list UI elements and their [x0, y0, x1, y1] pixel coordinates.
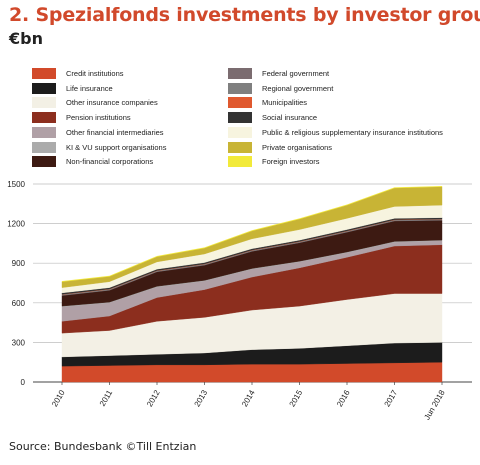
legend-label: Life insurance — [66, 83, 113, 93]
legend-swatch — [32, 141, 56, 153]
legend-label: Regional government — [262, 83, 334, 93]
y-axis-ticks: 0 300 600 900 1200 1500 — [7, 180, 25, 387]
legend-label: Federal government — [262, 69, 330, 78]
legend-label: Municipalities — [262, 98, 308, 108]
chart-title: 2. Spezialfonds investments by investor … — [9, 4, 480, 26]
y-tick-label: 600 — [12, 299, 26, 308]
x-tick-label: 2013 — [193, 388, 210, 408]
x-tick-label: 2015 — [288, 388, 305, 408]
x-tick-label: Jun 2018 — [422, 388, 447, 421]
legend-swatch — [32, 68, 56, 79]
x-tick-label: 2014 — [240, 388, 257, 408]
legend-swatch — [228, 97, 252, 109]
legend-swatch — [32, 112, 56, 124]
y-tick-label: 900 — [12, 259, 26, 268]
legend: Credit institutions Life insurance Other i… — [0, 0, 480, 175]
legend-swatch — [32, 82, 56, 94]
legend-label: Public & religious supplementary insuran… — [262, 127, 443, 137]
y-tick-label: 0 — [21, 378, 26, 387]
legend-label: Private organisations — [262, 142, 333, 152]
chart-unit: €bn — [9, 29, 43, 48]
legend-label: Foreign investors — [262, 157, 320, 167]
y-tick-label: 1200 — [7, 220, 25, 229]
legend-swatch — [228, 126, 252, 138]
area-foreign-investors — [61, 186, 443, 282]
legend-label: Social insurance — [262, 113, 318, 123]
legend-label: Other financial intermediaries — [66, 127, 164, 137]
legend-label: Credit institutions — [66, 69, 124, 78]
legend-label: Pension institutions — [66, 113, 131, 123]
legend-label: Non-financial corporations — [66, 157, 154, 167]
x-tick-label: 2011 — [98, 388, 115, 408]
legend-swatch — [32, 156, 56, 168]
legend-swatch — [228, 112, 252, 124]
x-axis-ticks: 2010 2011 2012 2013 2014 2015 2016 2017 Jun 2018 — [50, 382, 447, 422]
legend-swatch — [228, 141, 252, 153]
x-tick-label: 2010 — [50, 388, 67, 408]
legend-swatch — [32, 97, 56, 109]
x-tick-label: 2016 — [335, 388, 352, 408]
legend-swatch — [32, 126, 56, 138]
legend-swatch — [228, 68, 252, 79]
x-tick-label: 2012 — [145, 388, 162, 408]
y-tick-label: 1500 — [7, 180, 25, 189]
y-tick-label: 300 — [12, 338, 26, 347]
legend-swatch — [228, 156, 252, 168]
legend-label: KI & VU support organisations — [66, 142, 167, 152]
legend-swatch — [228, 82, 252, 94]
x-tick-label: 2017 — [383, 388, 400, 408]
source-note: Source: Bundesbank ©Till Entzian — [9, 440, 197, 453]
area-series — [61, 186, 443, 383]
legend-label: Other insurance companies — [66, 98, 158, 108]
